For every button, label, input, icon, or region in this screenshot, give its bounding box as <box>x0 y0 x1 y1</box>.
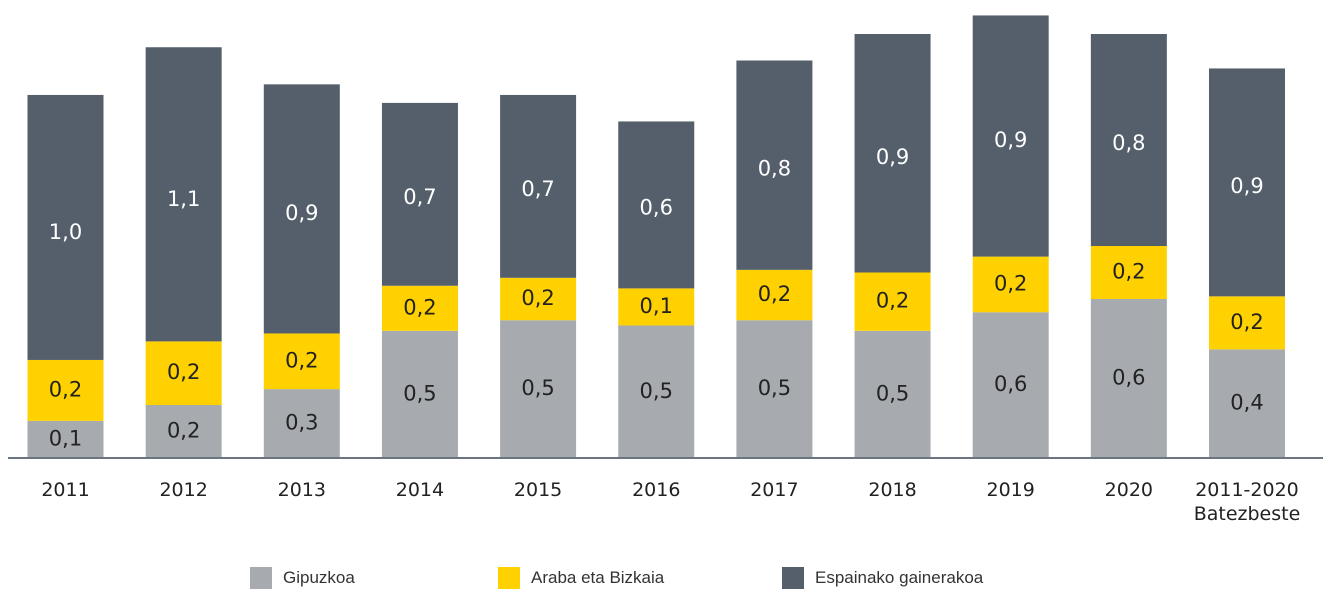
x-tick-label: 2016 <box>632 479 681 501</box>
data-label: 0,7 <box>403 185 436 209</box>
data-label: 0,6 <box>640 195 673 219</box>
data-label: 0,5 <box>403 381 436 405</box>
bar-segment <box>27 420 104 458</box>
data-label: 0,5 <box>521 376 554 400</box>
bar-segment <box>145 405 222 458</box>
data-label: 0,9 <box>994 128 1027 152</box>
data-label: 0,2 <box>49 377 82 401</box>
data-label: 0,2 <box>167 419 200 443</box>
x-tick-label: 2020 <box>1104 479 1154 501</box>
bar-segment <box>736 60 813 270</box>
bar-segment <box>854 272 931 331</box>
data-label: 0,2 <box>521 286 554 310</box>
x-tick-label: 2013 <box>277 479 326 501</box>
data-label: 1,0 <box>49 220 82 244</box>
bar-segment <box>1090 246 1167 299</box>
x-tick-label: 2012 <box>159 479 208 501</box>
bar-segment <box>1209 68 1285 297</box>
legend-swatch <box>782 567 804 589</box>
x-tick-label: 2018 <box>868 479 917 501</box>
bar-segment <box>263 389 340 458</box>
bar-segment <box>972 15 1049 257</box>
bar-segment <box>145 341 222 405</box>
data-label: 0,6 <box>1112 366 1145 390</box>
bar-segment <box>381 285 458 331</box>
x-tick-label: 2011-2020 Batezbeste <box>1193 479 1301 525</box>
legend-swatch <box>250 567 272 589</box>
data-label: 0,1 <box>49 426 82 450</box>
data-label: 0,5 <box>758 376 791 400</box>
data-label: 0,2 <box>876 289 909 313</box>
x-tick-label: 2014 <box>395 479 445 501</box>
data-label: 0,8 <box>1112 131 1145 155</box>
data-label: 1,1 <box>167 187 200 211</box>
bar-segment <box>618 121 695 289</box>
bar-segment <box>972 256 1049 313</box>
data-label: 0,9 <box>876 145 909 169</box>
data-label: 0,2 <box>994 271 1027 295</box>
x-tick-label: 2015 <box>513 479 563 501</box>
bar-segment <box>1209 296 1285 350</box>
bar-segment <box>145 47 222 342</box>
data-label: 0,9 <box>285 201 318 225</box>
data-label: 0,6 <box>994 372 1027 396</box>
data-label: 0,2 <box>167 360 200 384</box>
data-label: 0,3 <box>285 411 318 435</box>
bar-segment <box>1090 34 1167 246</box>
bar-segment <box>854 330 931 458</box>
bar-segment <box>263 333 340 390</box>
bar-segment <box>854 34 931 273</box>
data-label: 0,2 <box>1112 260 1145 284</box>
data-label: 0,5 <box>640 379 673 403</box>
data-label: 0,5 <box>876 381 909 405</box>
data-label: 0,2 <box>1230 310 1263 334</box>
x-tick-label: 2011 <box>41 479 90 501</box>
bar-segment <box>27 359 104 421</box>
bar-segment <box>500 94 577 278</box>
data-label: 0,9 <box>1230 174 1263 198</box>
bar-segment <box>500 320 577 458</box>
bar-segment <box>1090 299 1167 458</box>
bar-segment <box>618 288 695 326</box>
data-label: 0,2 <box>403 295 436 319</box>
bar-segment <box>500 277 577 321</box>
bar-segment <box>618 325 695 458</box>
data-label: 0,1 <box>640 294 673 318</box>
bar-segment <box>736 320 813 458</box>
bar-segment <box>381 102 458 286</box>
bar-segment <box>27 94 104 360</box>
legend-label: Espainako gainerakoa <box>815 568 984 587</box>
bar-segment <box>381 330 458 458</box>
data-label: 0,2 <box>285 348 318 372</box>
x-tick-label: 2019 <box>986 479 1035 501</box>
data-label: 0,4 <box>1230 391 1263 415</box>
bar-segment <box>736 269 813 321</box>
data-label: 0,2 <box>758 282 791 306</box>
legend-label: Araba eta Bizkaia <box>531 568 665 587</box>
bar-segment <box>972 312 1049 458</box>
data-label: 0,8 <box>758 156 791 180</box>
bar-segment <box>263 84 340 334</box>
legend-label: Gipuzkoa <box>283 568 355 587</box>
bar-segment <box>1209 349 1285 458</box>
legend-swatch <box>498 567 520 589</box>
data-label: 0,7 <box>521 177 554 201</box>
x-tick-label: 2017 <box>750 479 799 501</box>
